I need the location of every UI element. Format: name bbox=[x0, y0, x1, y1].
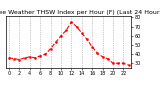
Title: Milwaukee Weather THSW Index per Hour (F) (Last 24 Hours): Milwaukee Weather THSW Index per Hour (F… bbox=[0, 10, 160, 15]
